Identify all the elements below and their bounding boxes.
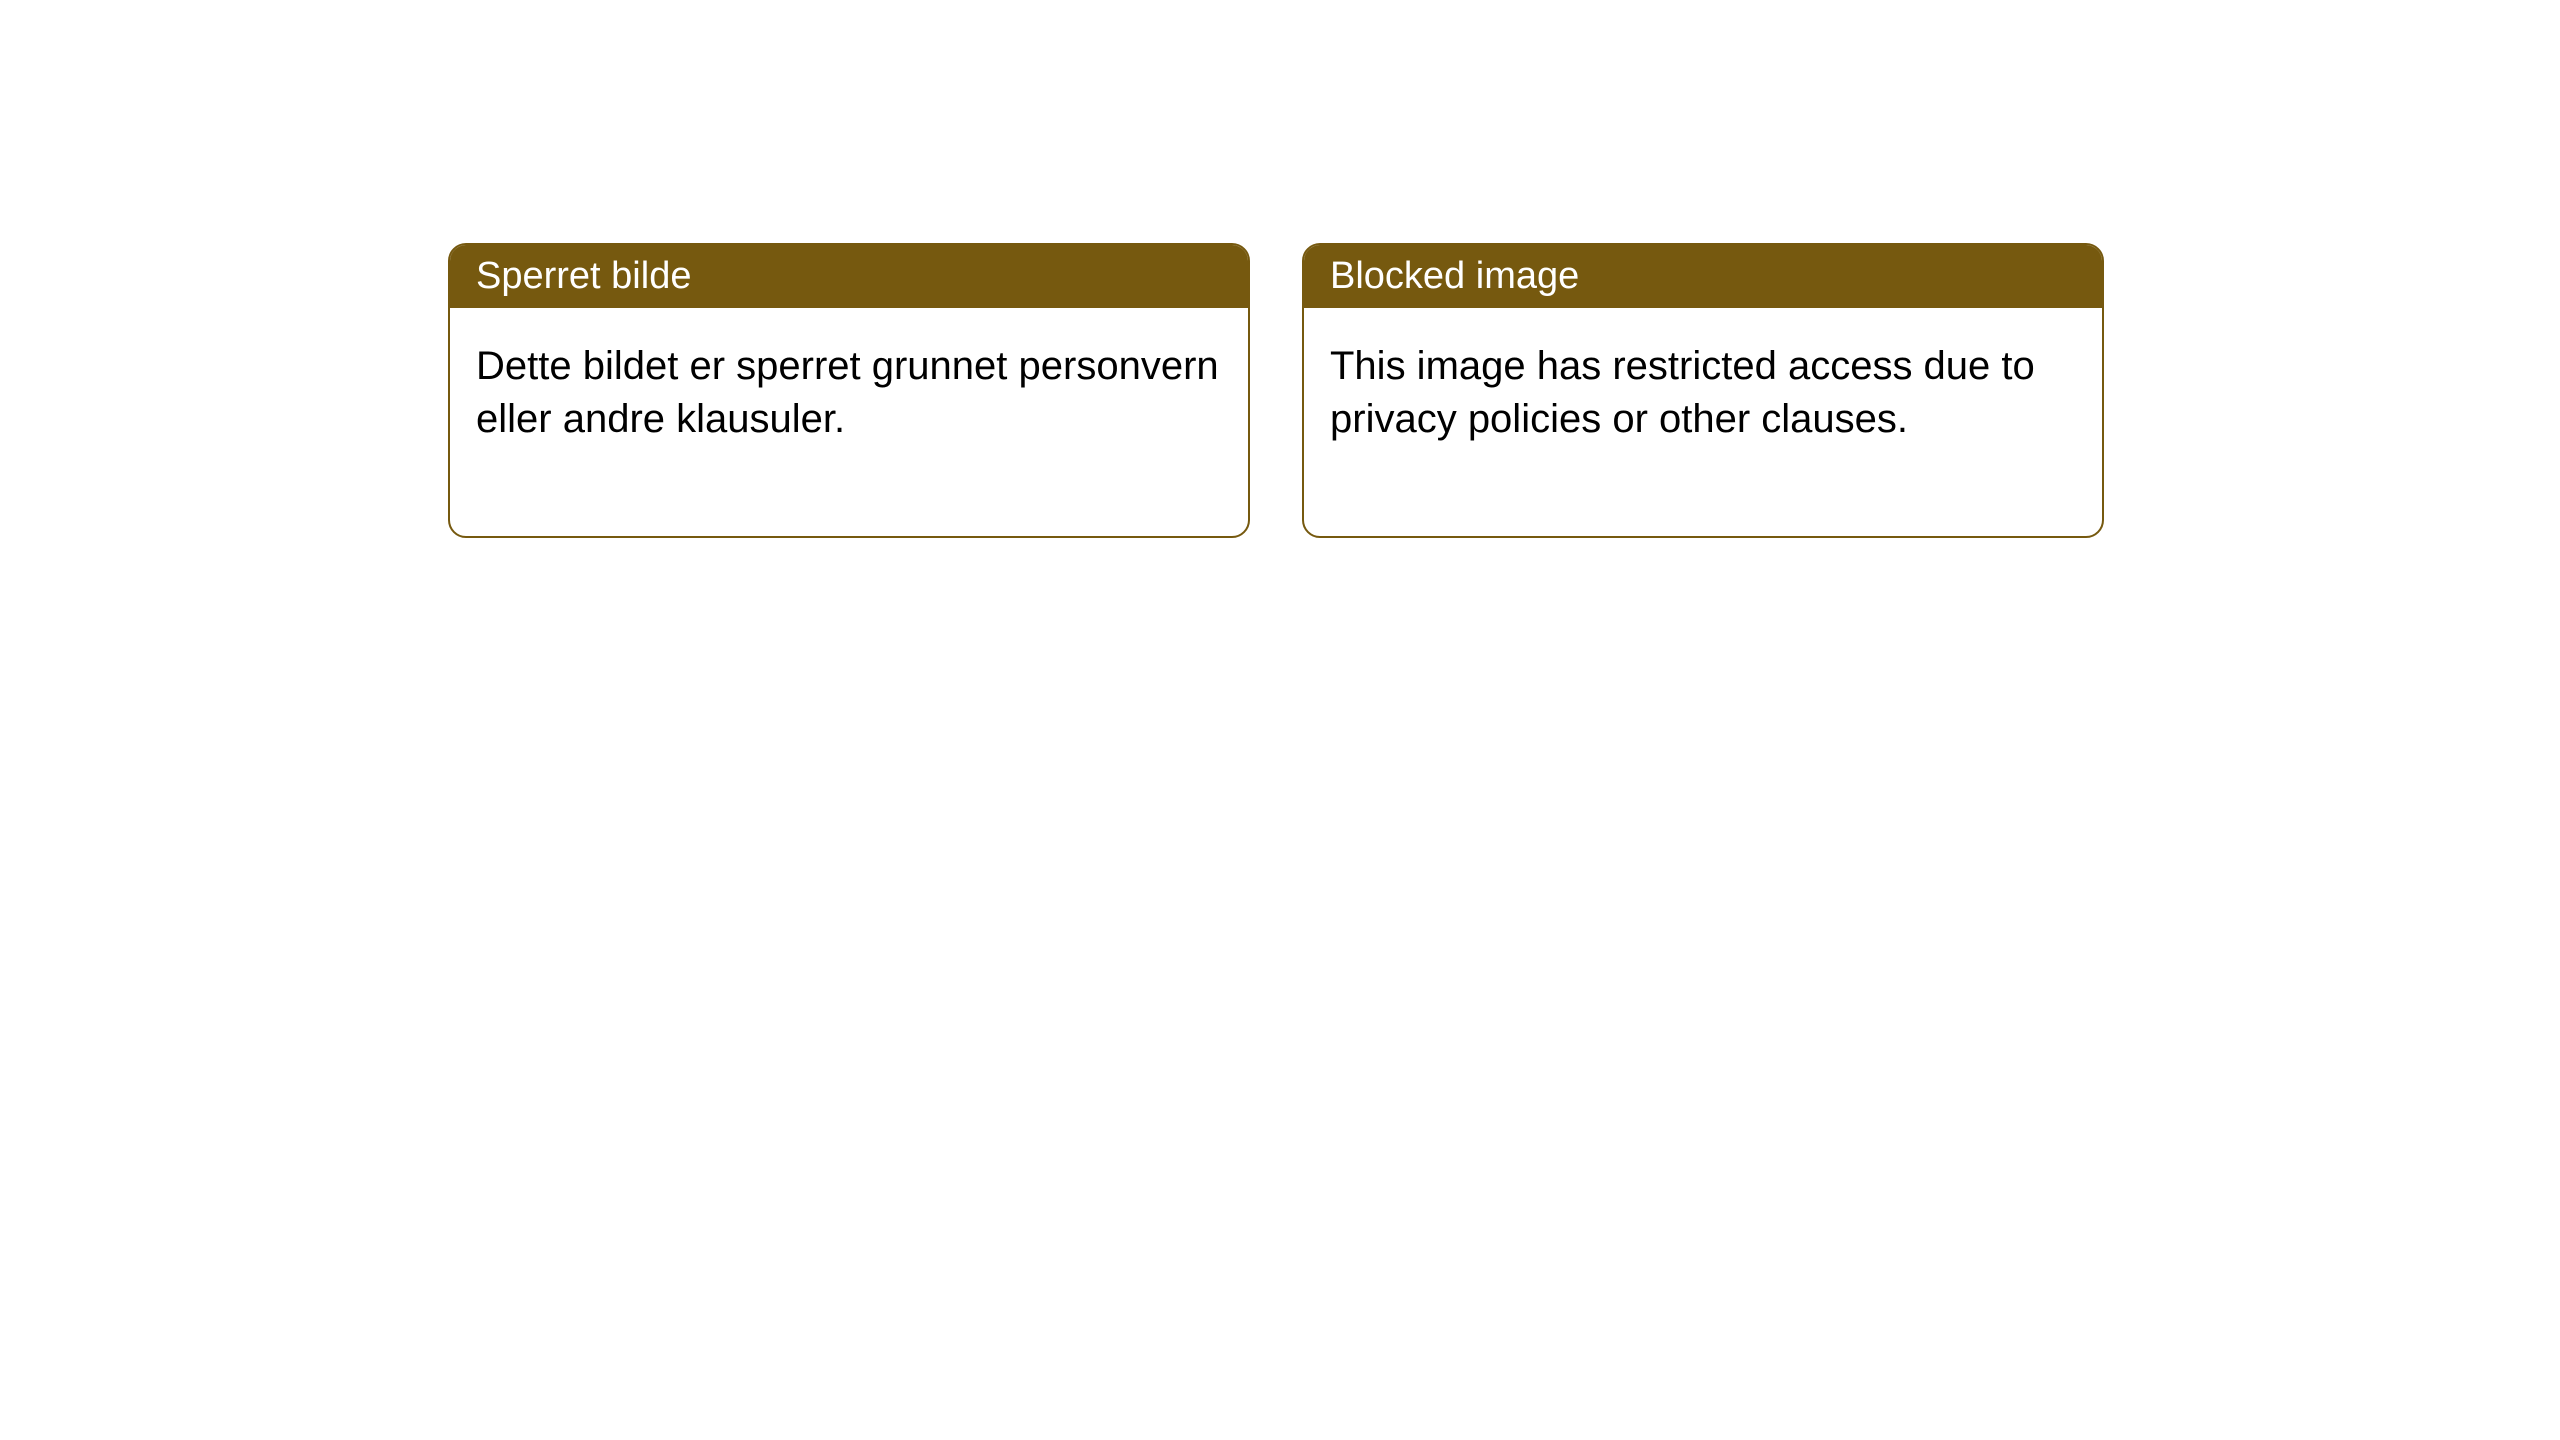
notice-body: This image has restricted access due to …	[1304, 308, 2102, 536]
notice-card-norwegian: Sperret bilde Dette bildet er sperret gr…	[448, 243, 1250, 538]
notice-title: Blocked image	[1304, 245, 2102, 308]
notice-title: Sperret bilde	[450, 245, 1248, 308]
notice-container: Sperret bilde Dette bildet er sperret gr…	[0, 0, 2560, 538]
notice-card-english: Blocked image This image has restricted …	[1302, 243, 2104, 538]
notice-body: Dette bildet er sperret grunnet personve…	[450, 308, 1248, 536]
